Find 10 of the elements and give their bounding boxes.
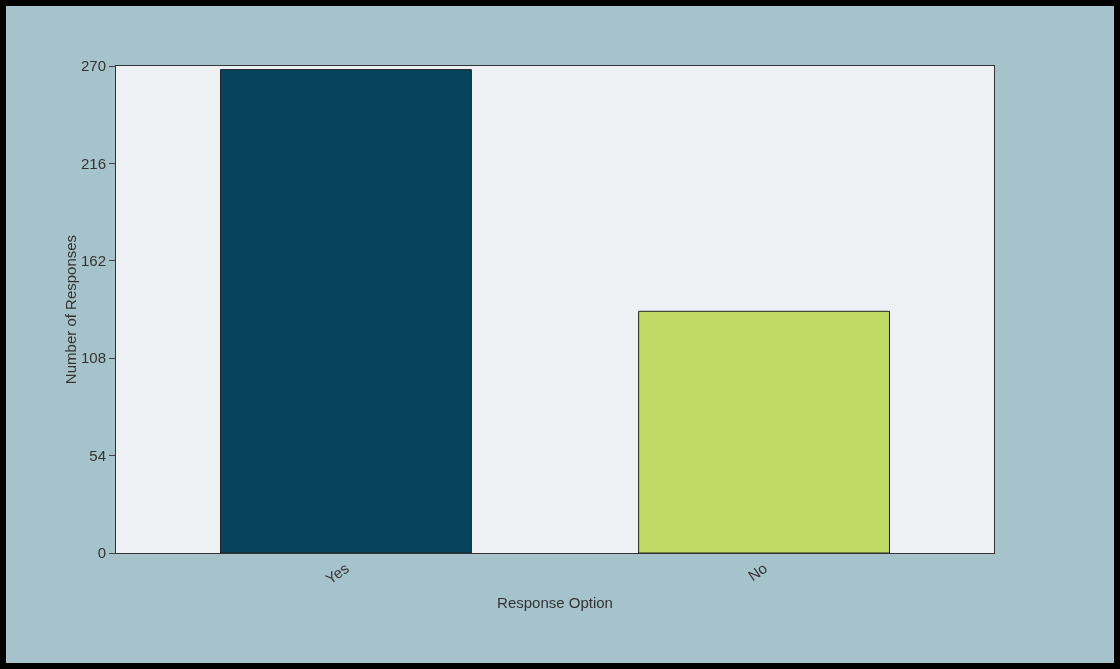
x-axis-title: Response Option bbox=[497, 594, 613, 611]
y-tick-label: 162 bbox=[80, 252, 106, 270]
y-tick-label: 108 bbox=[80, 349, 106, 367]
y-axis-title: Number of Responses bbox=[61, 234, 79, 385]
y-tick-label: 54 bbox=[89, 446, 106, 464]
y-tick-label: 216 bbox=[80, 154, 106, 172]
y-tick-label: 0 bbox=[97, 544, 106, 562]
x-tick-label: No bbox=[744, 559, 771, 585]
x-tick-label: Yes bbox=[322, 559, 352, 588]
y-tick-label: 270 bbox=[80, 57, 106, 75]
